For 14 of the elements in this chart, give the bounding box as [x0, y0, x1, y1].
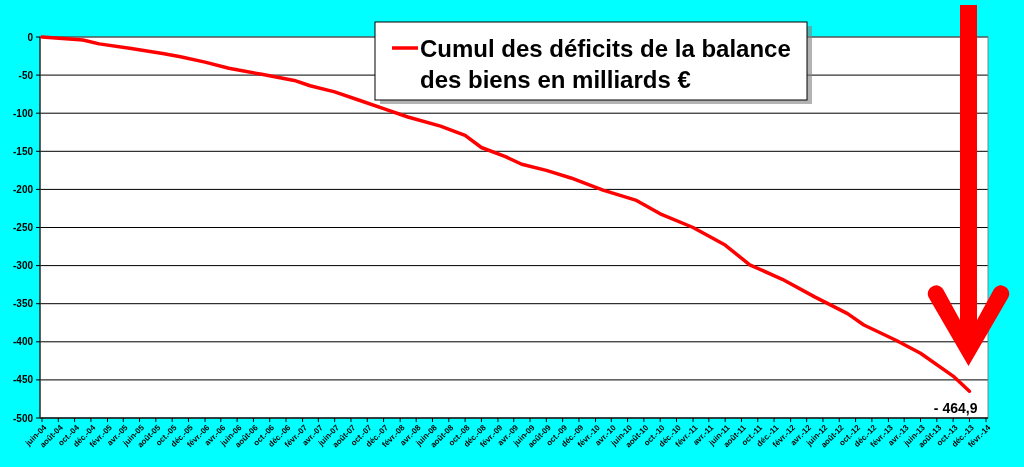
y-tick-label: -450 [12, 374, 34, 386]
annotation: - 464,9 [933, 400, 978, 417]
y-tick-label: -250 [12, 222, 34, 233]
y-tick-label: -100 [12, 107, 34, 119]
y-tick-label: -150 [12, 145, 34, 157]
legend-label: Cumul des déficits de la balance des biens en milliards € [420, 35, 791, 93]
y-tick-label: -400 [12, 336, 34, 348]
y-tick-label: -200 [12, 183, 34, 195]
y-tick-label: -300 [12, 260, 34, 272]
y-tick-label: 0 [27, 31, 34, 43]
y-tick-label: -500 [12, 412, 34, 424]
y-tick-label: -50 [18, 69, 34, 81]
y-tick-label: -350 [12, 298, 34, 310]
line-series [40, 35, 972, 393]
